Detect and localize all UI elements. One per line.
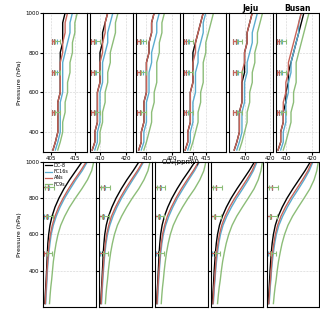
- Text: CO₂(ppmv): CO₂(ppmv): [162, 158, 200, 165]
- Title: Busan: Busan: [284, 4, 311, 13]
- Title: Jeju: Jeju: [243, 4, 259, 13]
- Y-axis label: Pressure (hPa): Pressure (hPa): [17, 60, 22, 105]
- Legend: DC-8, FC16s, ANs, FC9s: DC-8, FC16s, ANs, FC9s: [44, 163, 69, 187]
- Y-axis label: Pressure (hPa): Pressure (hPa): [17, 212, 22, 257]
